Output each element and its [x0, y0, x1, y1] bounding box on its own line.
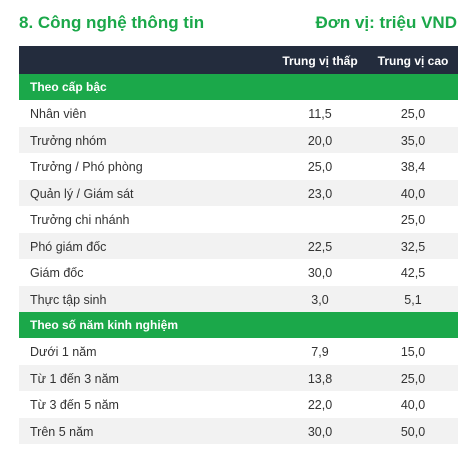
- high-value: 35,0: [400, 133, 426, 148]
- page-header: 8. Công nghệ thông tin Đơn vị: triệu VND: [0, 0, 474, 46]
- row-label: Từ 1 đến 3 năm: [30, 371, 119, 386]
- table-row: Dưới 1 năm 7,9 15,0: [19, 338, 458, 365]
- row-label: Thực tập sinh: [30, 292, 107, 307]
- table-row: Trên 5 năm 30,0 50,0: [19, 417, 458, 444]
- row-label: Giám đốc: [30, 266, 84, 280]
- low-value: 22,0: [307, 398, 333, 412]
- row-label: Trưởng nhóm: [30, 133, 107, 148]
- high-value: 50,0: [400, 424, 426, 439]
- high-value: 15,0: [400, 345, 426, 359]
- section-header-experience: Theo số năm kinh nghiệm: [19, 312, 458, 338]
- low-value: 23,0: [307, 186, 333, 201]
- high-value: 40,0: [400, 186, 426, 201]
- high-value: 25,0: [400, 213, 426, 227]
- low-value: 3,0: [311, 292, 329, 307]
- row-label: Quản lý / Giám sát: [30, 186, 134, 201]
- high-value: 25,0: [400, 371, 426, 386]
- section-label: Theo cấp bậc: [30, 80, 107, 94]
- section-header-level: Theo cấp bậc: [19, 74, 458, 100]
- low-value: 30,0: [307, 424, 333, 439]
- table-row: Trưởng / Phó phòng 25,0 38,4: [19, 153, 458, 180]
- table-row: Từ 3 đến 5 năm 22,0 40,0: [19, 391, 458, 418]
- column-header-low: Trung vị thấp: [282, 54, 358, 68]
- column-header-high: Trung vị cao: [377, 54, 449, 68]
- table-row: Trưởng nhóm 20,0 35,0: [19, 126, 458, 153]
- section-label: Theo số năm kinh nghiệm: [30, 318, 179, 332]
- row-label: Trưởng / Phó phòng: [30, 160, 143, 174]
- high-value: 25,0: [400, 107, 426, 121]
- high-value: 5,1: [404, 292, 422, 307]
- table-header: Trung vị thấp Trung vị cao: [19, 46, 458, 74]
- row-label: Dưới 1 năm: [30, 345, 97, 359]
- row-label: Phó giám đốc: [30, 239, 107, 254]
- table-row: Nhân viên 11,5 25,0: [19, 100, 458, 127]
- table-row: Từ 1 đến 3 năm 13,8 25,0: [19, 364, 458, 391]
- table-row: Trưởng chi nhánh 25,0: [19, 206, 458, 233]
- low-value: 25,0: [307, 160, 333, 174]
- low-value: 11,5: [308, 107, 332, 121]
- low-value: 13,8: [307, 371, 333, 386]
- high-value: 38,4: [400, 160, 426, 174]
- table-row: Giám đốc 30,0 42,5: [19, 259, 458, 286]
- unit-label: Đơn vị: triệu VND: [315, 13, 458, 32]
- table-row: Phó giám đốc 22,5 32,5: [19, 232, 458, 259]
- row-label: Từ 3 đến 5 năm: [30, 398, 119, 412]
- high-value: 32,5: [400, 239, 426, 254]
- row-label: Trên 5 năm: [30, 424, 94, 439]
- table-row: Quản lý / Giám sát 23,0 40,0: [19, 179, 458, 206]
- page-title: 8. Công nghệ thông tin: [19, 13, 205, 32]
- row-label: Trưởng chi nhánh: [30, 213, 130, 227]
- low-value: 7,9: [311, 345, 329, 359]
- high-value: 42,5: [400, 266, 426, 280]
- low-value: 22,5: [307, 239, 333, 254]
- low-value: 20,0: [307, 133, 333, 148]
- salary-table: Trung vị thấp Trung vị cao Theo cấp bậc …: [19, 46, 458, 444]
- low-value: 30,0: [307, 266, 333, 280]
- table-row: Thực tập sinh 3,0 5,1: [19, 285, 458, 312]
- row-label: Nhân viên: [30, 107, 87, 121]
- high-value: 40,0: [400, 398, 426, 412]
